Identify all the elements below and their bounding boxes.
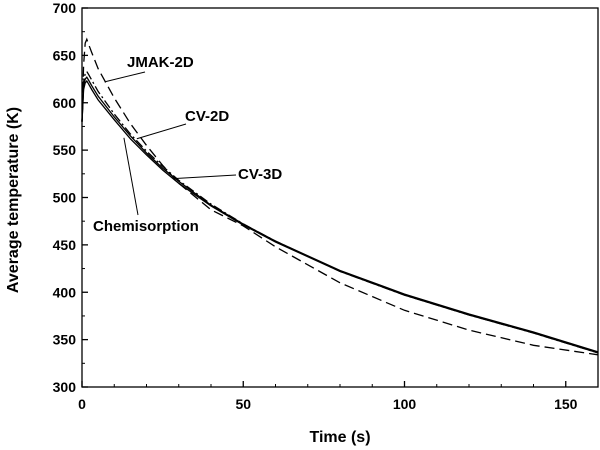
x-axis-title: Time (s) <box>309 429 370 446</box>
annotations: JMAK-2D CV-2D CV-3D Chemisorption <box>93 54 282 235</box>
annotation-leader-cv-3d <box>175 174 237 180</box>
y-tick-label: 450 <box>53 237 77 253</box>
annotation-leader-cv-2d <box>136 123 187 140</box>
y-axis-title: Average temperature (K) <box>5 107 22 293</box>
x-tick-label: 0 <box>78 396 86 412</box>
x-tick-label: 50 <box>235 396 251 412</box>
series-line-jmak-2d <box>81 37 599 356</box>
y-tick-label: 500 <box>53 190 77 206</box>
series-line-cv-2d <box>81 70 599 354</box>
annotation-label-cv-3d: CV-3D <box>238 166 282 183</box>
series-line-cv-3d <box>81 76 599 353</box>
y-tick-label: 700 <box>53 0 77 16</box>
x-tick-label: 100 <box>393 396 417 412</box>
annotation-leader-jmak-2d <box>104 71 146 83</box>
y-tick-label: 600 <box>53 95 77 111</box>
series-line-chemisorption <box>81 79 599 354</box>
y-tick-label: 650 <box>53 47 77 63</box>
y-tick-label: 350 <box>53 332 77 348</box>
y-tick-label: 400 <box>53 284 77 300</box>
series-lines <box>81 37 599 356</box>
annotation-label-chemisorption: Chemisorption <box>93 218 199 235</box>
x-tick-label: 150 <box>554 396 578 412</box>
annotation-label-cv-2d: CV-2D <box>185 108 229 125</box>
y-tick-label: 550 <box>53 142 77 158</box>
annotation-label-jmak-2d: JMAK-2D <box>127 54 194 71</box>
axes: 0 50 100 150 300 350 400 450 500 550 600 650 700 <box>53 0 599 412</box>
y-tick-label: 300 <box>53 379 77 395</box>
annotation-leader-chemisorption <box>123 137 139 216</box>
